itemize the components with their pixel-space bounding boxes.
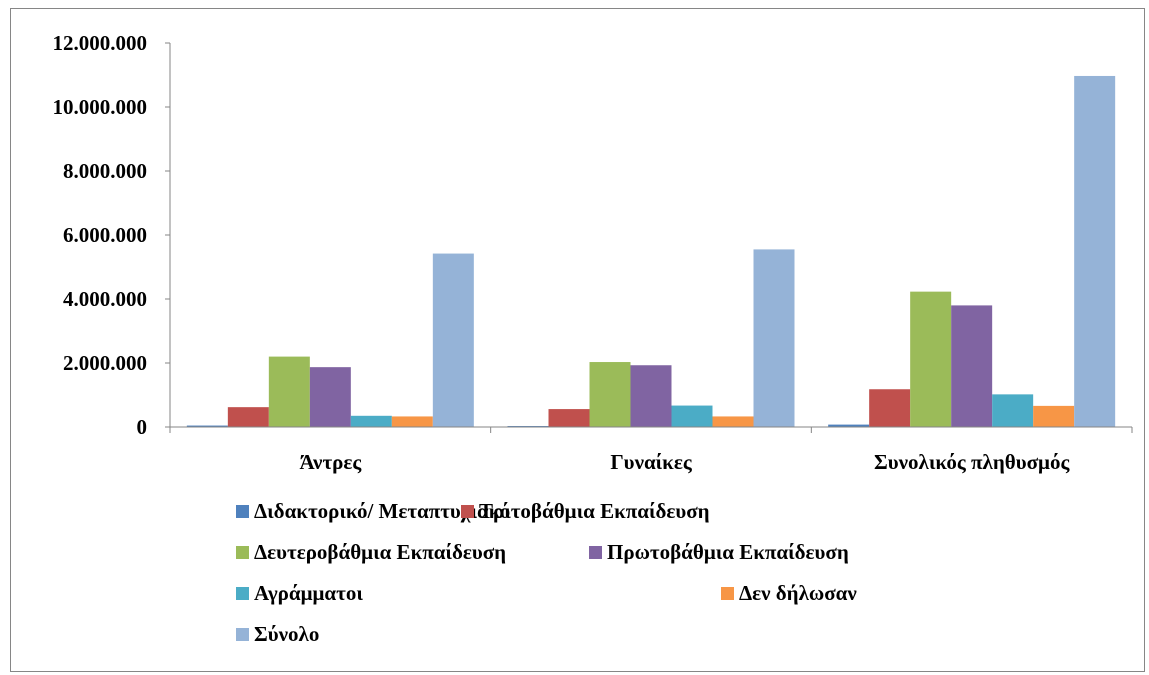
- legend-label: Πρωτοβάθμια Εκπαίδευση: [607, 540, 849, 564]
- legend-label: Σύνολο: [254, 622, 319, 646]
- bar: [548, 409, 590, 427]
- legend-swatch: [461, 505, 474, 518]
- y-tick-label: 6.000.000: [63, 223, 147, 247]
- bar: [589, 362, 631, 427]
- y-tick-label: 0: [137, 415, 148, 439]
- bar: [828, 424, 870, 427]
- legend-swatch: [721, 587, 734, 600]
- y-tick-label: 10.000.000: [53, 95, 148, 119]
- legend-label: Τριτοβάθμια Εκπαίδευση: [479, 499, 710, 523]
- bar: [432, 253, 474, 427]
- y-tick-label: 8.000.000: [63, 159, 147, 183]
- bar: [227, 407, 269, 427]
- y-tick-label: 4.000.000: [63, 287, 147, 311]
- legend-swatch: [236, 505, 249, 518]
- bar: [350, 415, 392, 427]
- bar: [951, 305, 993, 427]
- bar: [391, 416, 433, 427]
- bar: [268, 356, 310, 427]
- x-category-label: Άντρες: [299, 450, 362, 474]
- bar: [712, 416, 754, 427]
- bar: [869, 389, 911, 427]
- legend-label: Αγράμματοι: [254, 581, 363, 605]
- bar: [753, 249, 795, 427]
- bar-chart: 0 2.000.000 4.000.000 6.000.000 8.000.000 10.…: [53, 31, 1133, 646]
- legend-swatch: [589, 546, 602, 559]
- bar: [1074, 75, 1116, 428]
- bar: [671, 405, 713, 427]
- y-axis: 0 2.000.000 4.000.000 6.000.000 8.000.000 10.…: [53, 31, 171, 439]
- x-axis: Άντρες Γυναίκες Συνολικός πληθυσμός: [169, 426, 1133, 474]
- x-category-label: Γυναίκες: [610, 450, 693, 474]
- y-tick-label: 12.000.000: [53, 31, 148, 55]
- legend-swatch: [236, 587, 249, 600]
- legend-label: Δευτεροβάθμια Εκπαίδευση: [254, 540, 506, 564]
- bar: [186, 425, 228, 427]
- bar: [992, 394, 1034, 427]
- chart-frame: 0 2.000.000 4.000.000 6.000.000 8.000.000 10.…: [10, 8, 1145, 672]
- legend-label: Δεν δήλωσαν: [739, 581, 857, 605]
- x-category-label: Συνολικός πληθυσμός: [874, 450, 1070, 474]
- bars: [186, 75, 1116, 428]
- legend-swatch: [236, 628, 249, 641]
- y-tick-label: 2.000.000: [63, 351, 147, 375]
- bar: [910, 291, 952, 427]
- bar: [309, 367, 351, 427]
- legend-swatch: [236, 546, 249, 559]
- bar: [1033, 405, 1075, 427]
- bar: [630, 365, 672, 427]
